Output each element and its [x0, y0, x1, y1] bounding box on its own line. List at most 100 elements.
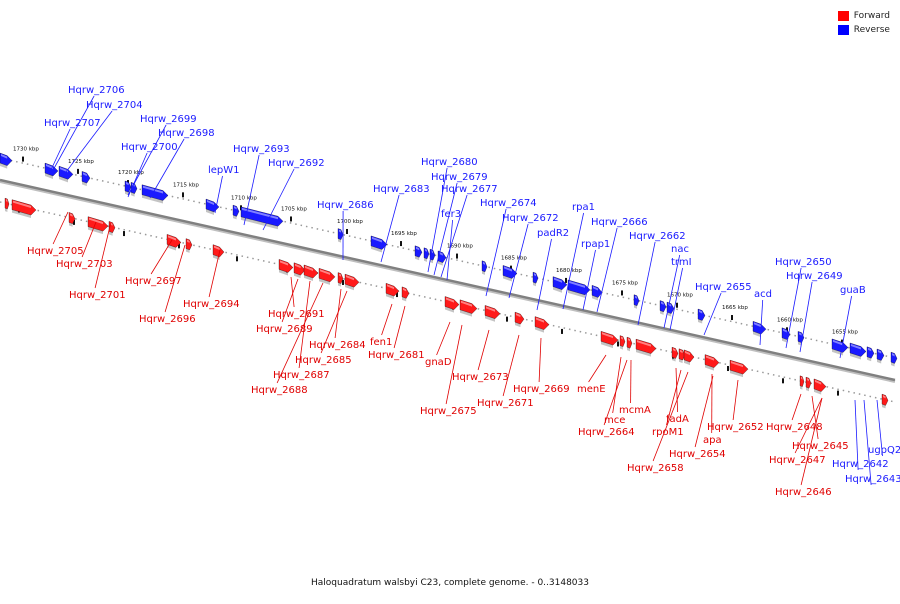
reverse-gene[interactable] [82, 171, 90, 186]
reverse-gene[interactable] [59, 166, 73, 182]
forward-gene-leader-line [382, 304, 392, 335]
reverse-gene-label: Hqrw_2698 [158, 128, 215, 139]
reverse-gene[interactable] [553, 277, 567, 293]
reverse-gene[interactable] [832, 339, 848, 356]
forward-gene[interactable] [319, 268, 335, 285]
reverse-gene[interactable] [233, 205, 239, 219]
ruler-tick-label: 1720 kbp [118, 170, 144, 176]
forward-gene[interactable] [620, 336, 625, 350]
ruler-tick-mark [676, 303, 678, 308]
reverse-gene-label: Hqrw_2692 [268, 158, 325, 169]
reverse-gene[interactable] [482, 261, 487, 275]
ruler-tick-mark [727, 366, 729, 371]
reverse-gene-label: Hqrw_2650 [775, 257, 832, 268]
forward-gene[interactable] [485, 305, 500, 321]
reverse-gene-label: Hqrw_2666 [591, 217, 648, 228]
reverse-gene[interactable] [698, 309, 705, 324]
reverse-gene-label: padR2 [537, 228, 569, 239]
reverse-gene-label: Hqrw_2700 [121, 142, 178, 153]
reverse-gene[interactable] [415, 246, 422, 261]
reverse-gene-label: guaB [840, 285, 866, 296]
forward-gene[interactable] [5, 198, 9, 212]
forward-gene-leader-line [792, 394, 801, 420]
ruler-tick-mark [346, 229, 348, 234]
forward-gene-label: Hqrw_2701 [69, 290, 126, 301]
forward-gene-label: Hqrw_2669 [513, 384, 570, 395]
forward-gene-label: Hqrw_2654 [669, 449, 726, 460]
forward-gene-label: Hqrw_2681 [368, 350, 425, 361]
reverse-gene[interactable] [877, 349, 884, 364]
forward-gene[interactable] [684, 350, 694, 365]
reverse-gene-label: Hqrw_2686 [317, 200, 374, 211]
forward-gene[interactable] [445, 296, 459, 312]
ruler-tick-mark [731, 315, 733, 320]
forward-gene[interactable] [515, 312, 524, 327]
ruler-tick-label: 1660 kbp [777, 317, 803, 323]
reverse-gene-label: fer3 [441, 209, 461, 220]
reverse-gene-label: nac [671, 244, 689, 255]
reverse-gene[interactable] [660, 300, 666, 314]
reverse-gene-leader-line [381, 195, 399, 262]
reverse-gene-leader-line [50, 129, 70, 172]
forward-gene-label: fen1 [370, 337, 392, 348]
forward-gene[interactable] [88, 217, 108, 234]
forward-gene[interactable] [535, 317, 549, 333]
reverse-gene[interactable] [891, 352, 897, 366]
reverse-gene-leader-line [670, 268, 683, 330]
reverse-gene[interactable] [753, 321, 766, 337]
forward-gene[interactable] [345, 274, 359, 290]
reverse-gene[interactable] [867, 347, 874, 362]
forward-gene[interactable] [460, 300, 477, 317]
forward-gene-label: Hqrw_2664 [578, 427, 635, 438]
forward-gene[interactable] [636, 339, 656, 356]
legend-label-forward: Forward [854, 11, 890, 21]
reverse-gene[interactable] [533, 272, 538, 286]
reverse-gene[interactable] [503, 265, 517, 281]
forward-gene[interactable] [730, 360, 748, 377]
ruler-tick-label: 1715 kbp [173, 182, 199, 188]
reverse-gene-label: Hqrw_2662 [629, 231, 686, 242]
ruler-tick-mark [123, 231, 125, 236]
forward-gene[interactable] [294, 263, 305, 278]
forward-gene[interactable] [882, 394, 888, 408]
forward-gene[interactable] [304, 265, 318, 281]
forward-gene[interactable] [402, 287, 409, 302]
forward-gene-label: mce [604, 415, 625, 426]
forward-gene-label: Hqrw_2646 [775, 487, 832, 498]
forward-gene-label: menE [577, 384, 606, 395]
reverse-gene-label: Hqrw_2707 [44, 118, 101, 129]
legend-item-reverse: Reverse [838, 23, 890, 37]
reverse-gene-leader-line [864, 400, 871, 485]
ruler-tick-mark [837, 391, 839, 396]
forward-gene[interactable] [672, 347, 678, 361]
forward-gene[interactable] [601, 331, 618, 348]
legend-swatch-reverse [838, 25, 849, 35]
reverse-gene[interactable] [424, 248, 429, 262]
reverse-gene[interactable] [634, 295, 639, 309]
forward-gene-label: Hqrw_2696 [139, 314, 196, 325]
forward-gene[interactable] [109, 221, 115, 235]
forward-gene-leader-line [589, 355, 606, 382]
forward-gene[interactable] [186, 239, 192, 253]
forward-gene[interactable] [800, 376, 804, 390]
reverse-gene[interactable] [0, 153, 12, 169]
reverse-gene[interactable] [850, 343, 866, 360]
forward-gene-leader-line [539, 338, 541, 382]
forward-gene[interactable] [814, 379, 826, 395]
reverse-gene-label: Hqrw_2679 [431, 172, 488, 183]
forward-gene[interactable] [12, 200, 36, 218]
forward-gene-label: Hqrw_2671 [477, 398, 534, 409]
forward-gene-label: Hqrw_2705 [27, 246, 84, 257]
reverse-gene[interactable] [142, 185, 168, 204]
reverse-gene[interactable] [338, 229, 343, 243]
reverse-gene[interactable] [568, 280, 590, 298]
forward-gene[interactable] [806, 377, 811, 391]
forward-gene-leader-line [676, 368, 678, 412]
forward-gene-label: gnaD [425, 357, 452, 368]
forward-gene[interactable] [705, 355, 719, 371]
forward-gene-leader-line [53, 212, 68, 244]
forward-gene[interactable] [627, 337, 632, 351]
forward-gene[interactable] [279, 259, 293, 275]
ruler-tick-mark [617, 341, 619, 346]
